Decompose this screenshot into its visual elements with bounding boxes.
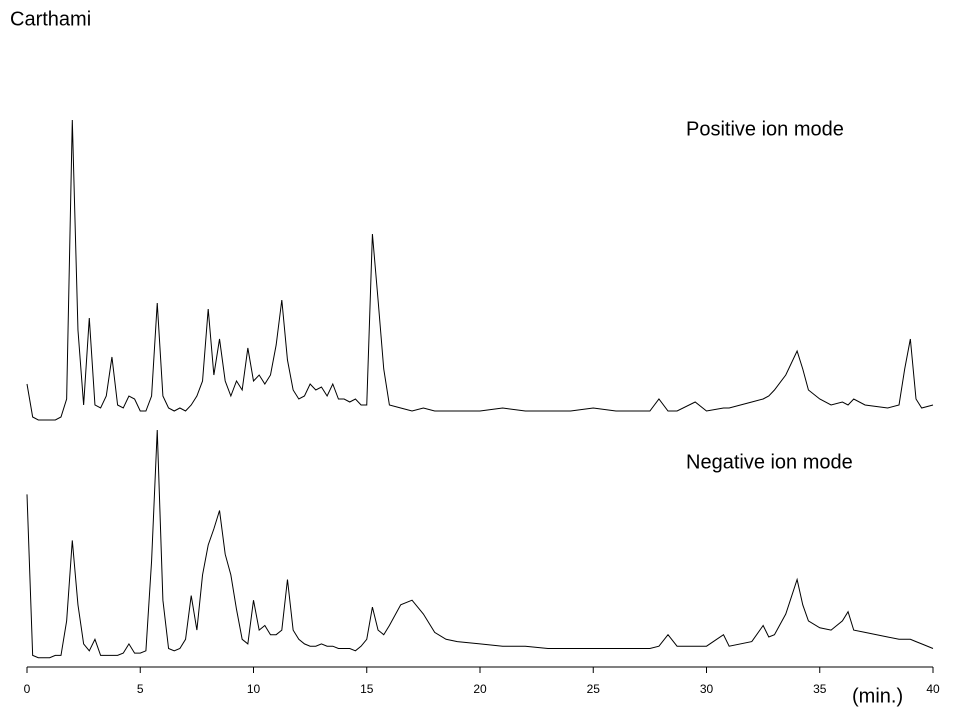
- x-tick-label: 40: [926, 682, 940, 696]
- series-label: Positive ion mode: [686, 118, 844, 140]
- x-tick-label: 10: [247, 682, 261, 696]
- x-tick-label: 0: [24, 682, 31, 696]
- trace: [26, 429, 934, 659]
- x-tick-label: 5: [137, 682, 144, 696]
- chart-title: Carthami: [10, 8, 91, 30]
- x-tick-label: 25: [587, 682, 601, 696]
- x-tick-label: 35: [813, 682, 827, 696]
- x-tick-label: 30: [700, 682, 714, 696]
- x-tick-label: 20: [473, 682, 487, 696]
- series-label: Negative ion mode: [686, 451, 853, 473]
- x-tick-label: 15: [360, 682, 374, 696]
- trace: [26, 119, 934, 421]
- x-axis-label: (min.): [852, 685, 903, 707]
